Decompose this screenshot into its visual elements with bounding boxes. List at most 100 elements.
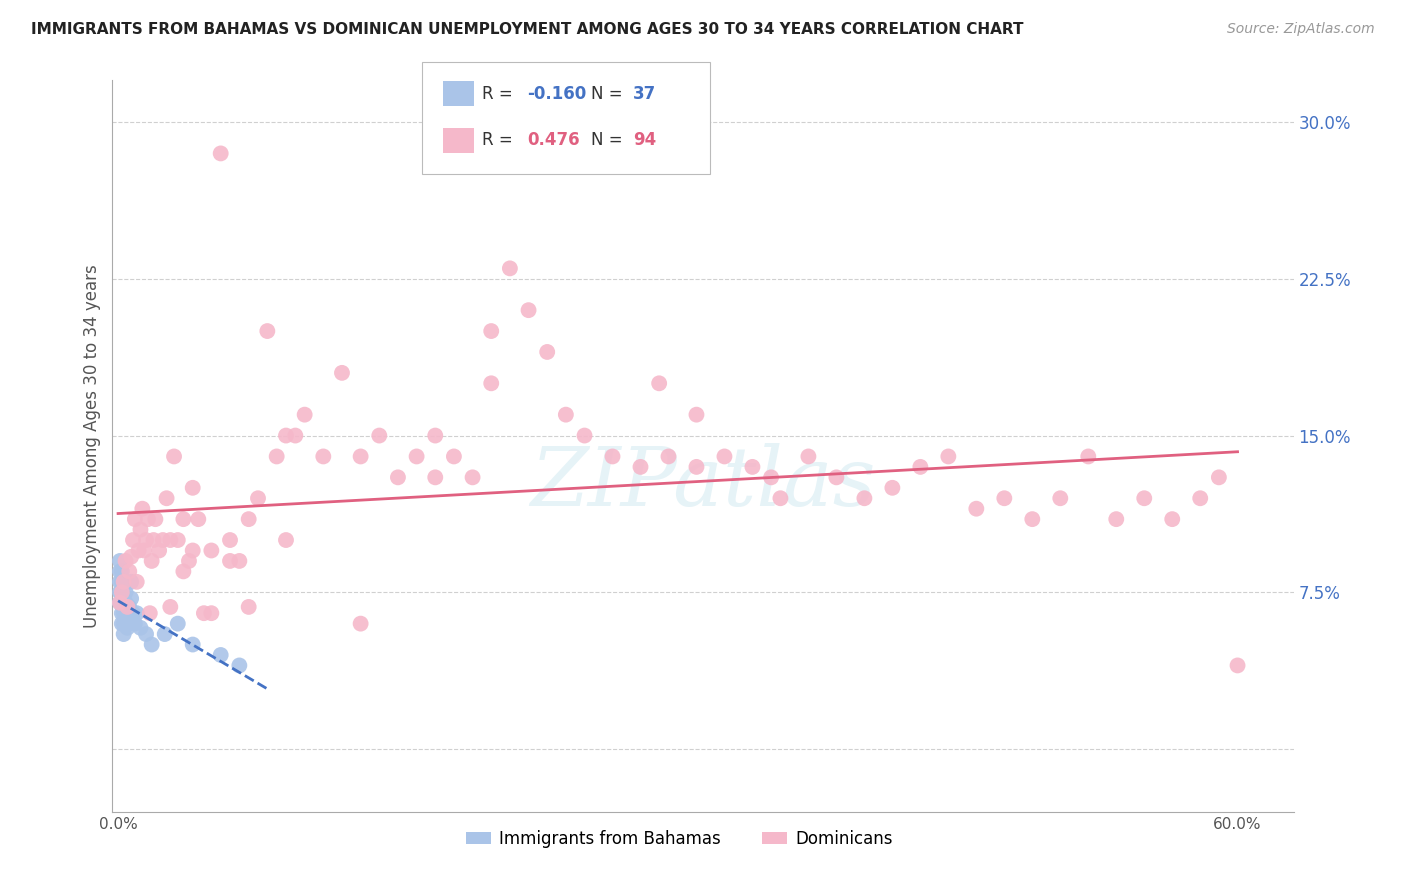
Point — [266, 450, 288, 464]
Point — [129, 621, 152, 635]
Point — [111, 606, 134, 620]
Point — [479, 324, 502, 338]
Point — [181, 638, 204, 652]
Point — [177, 554, 200, 568]
Point — [120, 549, 142, 564]
Point — [713, 450, 735, 464]
Point — [172, 565, 194, 579]
Point — [117, 599, 139, 614]
Point — [139, 606, 162, 620]
Point — [405, 450, 427, 464]
Point — [117, 621, 139, 635]
Point — [155, 491, 177, 506]
Point — [1077, 450, 1099, 464]
Point — [238, 599, 260, 614]
Point — [443, 450, 465, 464]
Point — [274, 533, 297, 547]
Point — [134, 543, 156, 558]
Point — [910, 459, 932, 474]
Point — [120, 591, 142, 606]
Point — [1161, 512, 1184, 526]
Point — [630, 459, 652, 474]
Point — [114, 596, 136, 610]
Point — [108, 574, 131, 589]
Point — [108, 596, 131, 610]
Point — [172, 512, 194, 526]
Point — [797, 450, 820, 464]
Point — [200, 543, 222, 558]
Point — [330, 366, 353, 380]
Point — [1226, 658, 1249, 673]
Point — [479, 376, 502, 391]
Point — [247, 491, 270, 506]
Point — [1133, 491, 1156, 506]
Point — [209, 146, 232, 161]
Point — [142, 533, 165, 547]
Point — [111, 565, 134, 579]
Point — [141, 554, 163, 568]
Point — [368, 428, 391, 442]
Point — [1208, 470, 1230, 484]
Point — [1049, 491, 1071, 506]
Point — [657, 450, 679, 464]
Point — [114, 606, 136, 620]
Point — [648, 376, 671, 391]
Point — [128, 543, 150, 558]
Legend: Immigrants from Bahamas, Dominicans: Immigrants from Bahamas, Dominicans — [458, 823, 900, 855]
Point — [602, 450, 624, 464]
Point — [228, 658, 250, 673]
Point — [349, 616, 371, 631]
Point — [741, 459, 763, 474]
Point — [938, 450, 960, 464]
Point — [461, 470, 484, 484]
Point — [114, 616, 136, 631]
Point — [1189, 491, 1212, 506]
Point — [284, 428, 307, 442]
Point — [112, 606, 135, 620]
Point — [312, 450, 335, 464]
Point — [759, 470, 782, 484]
Point — [685, 408, 707, 422]
Text: 94: 94 — [633, 131, 657, 149]
Text: 0.476: 0.476 — [527, 131, 579, 149]
Point — [238, 512, 260, 526]
Point — [108, 596, 131, 610]
Point — [111, 596, 134, 610]
Point — [112, 616, 135, 631]
Text: N =: N = — [591, 85, 627, 103]
Text: IMMIGRANTS FROM BAHAMAS VS DOMINICAN UNEMPLOYMENT AMONG AGES 30 TO 34 YEARS CORR: IMMIGRANTS FROM BAHAMAS VS DOMINICAN UNE… — [31, 22, 1024, 37]
Point — [108, 585, 131, 599]
Point — [136, 512, 159, 526]
Point — [112, 574, 135, 589]
Point — [965, 501, 987, 516]
Text: Source: ZipAtlas.com: Source: ZipAtlas.com — [1227, 22, 1375, 37]
Point — [118, 616, 141, 631]
Point — [1021, 512, 1043, 526]
Point — [187, 512, 209, 526]
Point — [166, 616, 188, 631]
Point — [554, 408, 576, 422]
Point — [108, 565, 131, 579]
Text: R =: R = — [482, 85, 519, 103]
Point — [256, 324, 278, 338]
Point — [181, 481, 204, 495]
Point — [122, 533, 145, 547]
Point — [387, 470, 409, 484]
Point — [536, 345, 558, 359]
Point — [219, 533, 242, 547]
Point — [122, 606, 145, 620]
Point — [219, 554, 242, 568]
Point — [517, 303, 540, 318]
Point — [152, 533, 174, 547]
Point — [294, 408, 316, 422]
Point — [153, 627, 176, 641]
Point — [349, 450, 371, 464]
Text: N =: N = — [591, 131, 627, 149]
Point — [769, 491, 792, 506]
Y-axis label: Unemployment Among Ages 30 to 34 years: Unemployment Among Ages 30 to 34 years — [83, 264, 101, 628]
Point — [125, 606, 148, 620]
Point — [574, 428, 596, 442]
Point — [117, 610, 139, 624]
Point — [120, 574, 142, 589]
Point — [111, 585, 134, 599]
